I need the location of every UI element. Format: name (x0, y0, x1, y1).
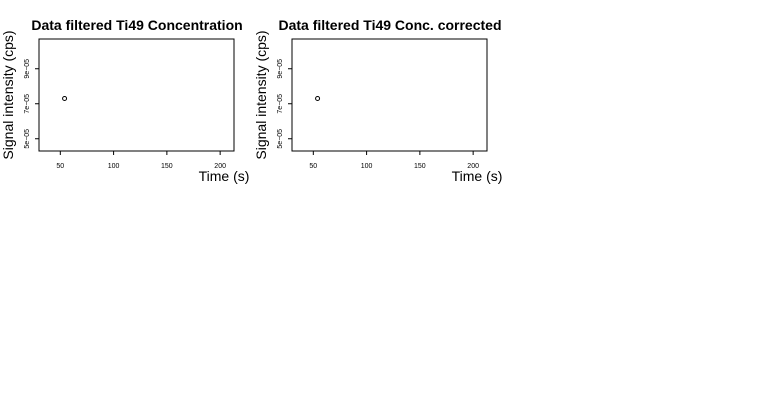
x-tick-label: 50 (309, 163, 317, 170)
x-tick-label: 200 (467, 163, 479, 170)
x-tick-label: 50 (56, 163, 64, 170)
y-axis-label: Signal intensity (cps) (0, 30, 16, 159)
plot-frame (291, 38, 488, 152)
y-tick-label: 9e−05 (24, 59, 31, 79)
data-point (315, 96, 321, 101)
data-point (62, 96, 68, 101)
y-tick-label: 9e−05 (277, 59, 284, 79)
x-axis-label: Time (s) (199, 168, 250, 184)
x-tick-label: 100 (361, 163, 373, 170)
y-tick-label: 5e−05 (24, 129, 31, 149)
chart-title: Data filtered Ti49 Concentration (31, 17, 242, 33)
y-axis-label: Signal intensity (cps) (253, 30, 269, 159)
chart-title: Data filtered Ti49 Conc. corrected (278, 17, 501, 33)
x-tick-label: 100 (108, 163, 120, 170)
y-tick-label: 5e−05 (277, 129, 284, 149)
x-tick-label: 200 (214, 163, 226, 170)
x-axis-label: Time (s) (452, 168, 503, 184)
x-tick-label: 150 (161, 163, 173, 170)
y-tick-label: 7e−05 (24, 94, 31, 114)
chart-panel-1: Data filtered Ti49 Concentration 50 100 150… (0, 17, 249, 184)
x-tick-label: 150 (414, 163, 426, 170)
chart-panel-2: Data filtered Ti49 Conc. corrected 50 100 1… (253, 17, 502, 184)
y-tick-label: 7e−05 (277, 94, 284, 114)
plot-frame (38, 38, 235, 152)
